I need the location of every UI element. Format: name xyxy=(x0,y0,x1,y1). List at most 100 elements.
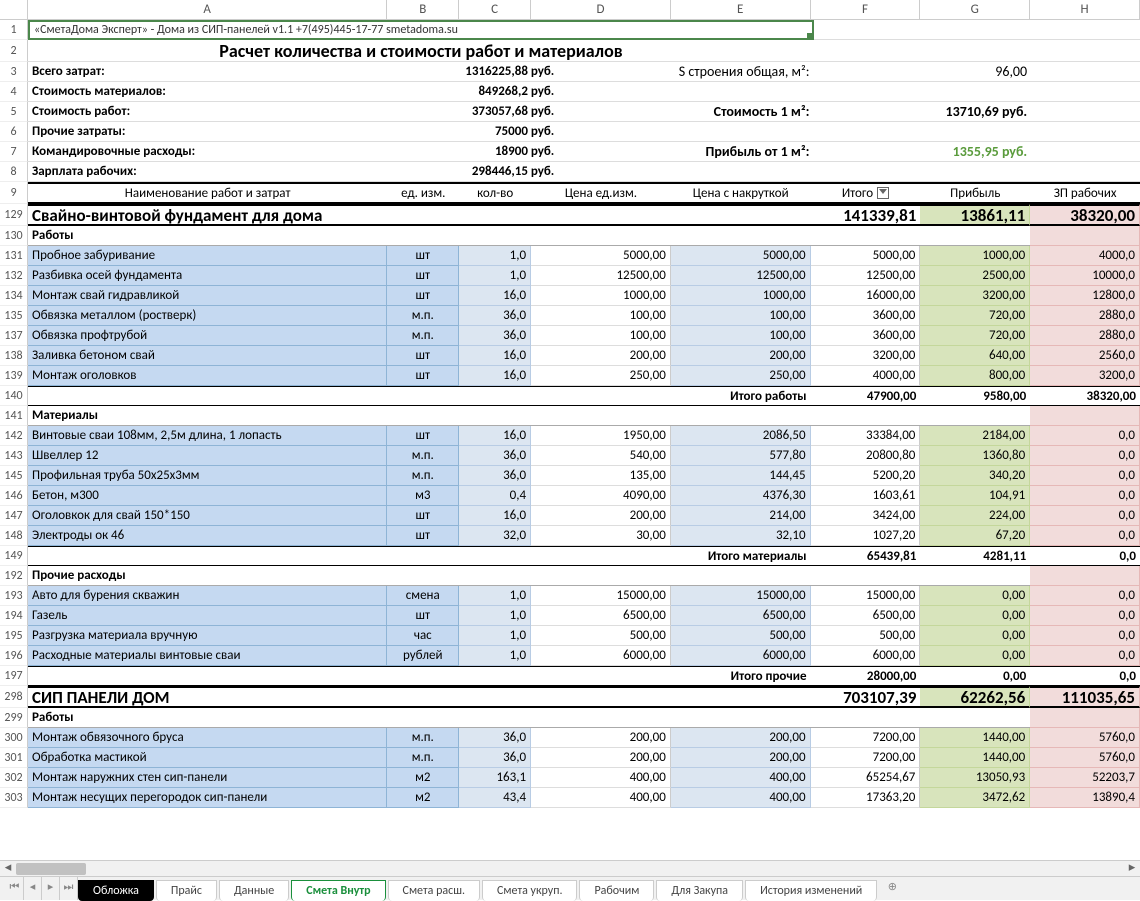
tab-nav-last-icon[interactable]: ⏭ xyxy=(60,876,78,900)
row-number[interactable]: 143 xyxy=(0,446,28,466)
col-A[interactable]: A xyxy=(28,0,387,19)
row-number[interactable]: 142 xyxy=(0,426,28,446)
sheet-tab[interactable]: Смета Внутр xyxy=(291,880,385,901)
spreadsheet-grid[interactable]: 1 «СметаДома Эксперт» - Дома из СИП-пане… xyxy=(0,20,1140,808)
row-number[interactable]: 3 xyxy=(0,62,28,82)
row-number[interactable]: 129 xyxy=(0,204,28,226)
add-sheet-icon[interactable]: ⊕ xyxy=(883,876,901,900)
table-row[interactable]: 301 Обработка мастикой м.п. 36,0 200,00 … xyxy=(0,748,1140,768)
row-number[interactable]: 138 xyxy=(0,346,28,366)
table-row[interactable]: 194 Газель шт 1,0 6500,00 6500,00 6500,0… xyxy=(0,606,1140,626)
row-number[interactable]: 7 xyxy=(0,142,28,162)
table-row[interactable]: 135 Обвязка металлом (ростверк) м.п. 36,… xyxy=(0,306,1140,326)
row-number[interactable]: 298 xyxy=(0,686,28,708)
row-number[interactable]: 2 xyxy=(0,40,28,62)
row-number[interactable]: 147 xyxy=(0,506,28,526)
row-number[interactable]: 196 xyxy=(0,646,28,666)
table-row[interactable]: 196 Расходные материалы винтовые сваи ру… xyxy=(0,646,1140,666)
table-row[interactable]: 132 Разбивка осей фундамента шт 1,0 1250… xyxy=(0,266,1140,286)
sheet-tab[interactable]: Смета укруп. xyxy=(482,880,577,901)
sheet-tab[interactable]: Для Закупа xyxy=(656,880,743,901)
row-number[interactable]: 192 xyxy=(0,566,28,586)
row-number[interactable]: 4 xyxy=(0,82,28,102)
sheet-tab[interactable]: История изменений xyxy=(745,880,877,901)
item-name: Монтаж оголовков xyxy=(28,366,387,386)
table-row[interactable]: 145 Профильная труба 50х25х3мм м.п. 36,0… xyxy=(0,466,1140,486)
table-row[interactable]: 300 Монтаж обвязочного бруса м.п. 36,0 2… xyxy=(0,728,1140,748)
item-total: 3424,00 xyxy=(811,506,921,526)
row-number[interactable]: 299 xyxy=(0,708,28,728)
row-number[interactable]: 6 xyxy=(0,122,28,142)
row-number[interactable]: 139 xyxy=(0,366,28,386)
table-row[interactable]: 143 Швеллер 12 м.п. 36,0 540,00 577,80 2… xyxy=(0,446,1140,466)
row-number[interactable]: 197 xyxy=(0,666,28,686)
scroll-thumb[interactable] xyxy=(16,863,86,875)
row-number[interactable]: 132 xyxy=(0,266,28,286)
col-E[interactable]: E xyxy=(671,0,811,19)
active-cell-selection[interactable]: «СметаДома Эксперт» - Дома из СИП-панеле… xyxy=(28,20,814,40)
table-row[interactable]: 147 Оголовкок для свай 150*150 шт 16,0 2… xyxy=(0,506,1140,526)
sheet-tab[interactable]: Прайс xyxy=(156,880,217,901)
sheet-tab[interactable]: Обложка xyxy=(78,880,154,901)
col-B[interactable]: B xyxy=(387,0,459,19)
item-total: 12500,00 xyxy=(811,266,921,286)
row-number[interactable]: 193 xyxy=(0,586,28,606)
row-number[interactable]: 303 xyxy=(0,788,28,808)
table-row[interactable]: 142 Винтовые сваи 108мм, 2,5м длина, 1 л… xyxy=(0,426,1140,446)
row-number[interactable]: 134 xyxy=(0,286,28,306)
table-row[interactable]: 193 Авто для бурения скважин смена 1,0 1… xyxy=(0,586,1140,606)
row-number[interactable]: 140 xyxy=(0,386,28,406)
col-H[interactable]: H xyxy=(1030,0,1140,19)
sheet-tab[interactable]: Смета расш. xyxy=(388,880,480,901)
table-row[interactable]: 148 Электроды ок 46 шт 32,0 30,00 32,10 … xyxy=(0,526,1140,546)
sheet-tab[interactable]: Рабочим xyxy=(579,880,654,901)
item-salary: 13890,4 xyxy=(1030,788,1140,808)
row-number[interactable]: 9 xyxy=(0,182,28,204)
col-C[interactable]: C xyxy=(459,0,531,19)
item-name: Монтаж свай гидравликой xyxy=(28,286,387,306)
scroll-right-icon[interactable]: ▸ xyxy=(1124,861,1140,877)
row-number[interactable]: 195 xyxy=(0,626,28,646)
row-number[interactable]: 5 xyxy=(0,102,28,122)
tab-nav-prev-icon[interactable]: ◂ xyxy=(24,876,42,900)
col-F[interactable]: F xyxy=(811,0,921,19)
row-number[interactable]: 148 xyxy=(0,526,28,546)
item-salary: 0,0 xyxy=(1030,586,1140,606)
row-number[interactable]: 1 xyxy=(0,20,28,40)
table-row[interactable]: 195 Разгрузка материала вручную час 1,0 … xyxy=(0,626,1140,646)
row-number[interactable]: 300 xyxy=(0,728,28,748)
row-number[interactable]: 130 xyxy=(0,226,28,246)
scroll-left-icon[interactable]: ◂ xyxy=(0,861,16,877)
row-number[interactable]: 135 xyxy=(0,306,28,326)
table-row[interactable]: 303 Монтаж несущих перегородок сип-панел… xyxy=(0,788,1140,808)
header-total[interactable]: Итого xyxy=(811,182,921,204)
row-number[interactable]: 146 xyxy=(0,486,28,506)
item-price: 30,00 xyxy=(531,526,671,546)
row-number[interactable]: 301 xyxy=(0,748,28,768)
item-name: Разгрузка материала вручную xyxy=(28,626,387,646)
row-number[interactable]: 302 xyxy=(0,768,28,788)
row-number[interactable]: 141 xyxy=(0,406,28,426)
table-row[interactable]: 146 Бетон, м300 м3 0,4 4090,00 4376,30 1… xyxy=(0,486,1140,506)
row-number[interactable]: 145 xyxy=(0,466,28,486)
table-row[interactable]: 302 Монтаж наружних стен сип-панели м2 1… xyxy=(0,768,1140,788)
row-number[interactable]: 137 xyxy=(0,326,28,346)
item-name: Монтаж наружних стен сип-панели xyxy=(28,768,387,788)
tab-nav-next-icon[interactable]: ▸ xyxy=(42,876,60,900)
col-G[interactable]: G xyxy=(920,0,1030,19)
table-row[interactable]: 131 Пробное забуривание шт 1,0 5000,00 5… xyxy=(0,246,1140,266)
col-D[interactable]: D xyxy=(531,0,671,19)
table-row[interactable]: 134 Монтаж свай гидравликой шт 16,0 1000… xyxy=(0,286,1140,306)
sheet-tab[interactable]: Данные xyxy=(219,880,289,901)
horizontal-scrollbar[interactable]: ◂ ▸ xyxy=(0,860,1140,876)
row-number[interactable]: 131 xyxy=(0,246,28,266)
table-row[interactable]: 137 Обвязка профтрубой м.п. 36,0 100,00 … xyxy=(0,326,1140,346)
table-row[interactable]: 139 Монтаж оголовков шт 16,0 250,00 250,… xyxy=(0,366,1140,386)
filter-icon[interactable] xyxy=(877,187,889,199)
row-number[interactable]: 8 xyxy=(0,162,28,182)
tab-nav-first-icon[interactable]: ⏮ xyxy=(6,876,24,900)
row-number[interactable]: 194 xyxy=(0,606,28,626)
row-number[interactable]: 149 xyxy=(0,546,28,566)
table-row[interactable]: 138 Заливка бетоном свай шт 16,0 200,00 … xyxy=(0,346,1140,366)
item-qty: 1,0 xyxy=(459,646,531,666)
